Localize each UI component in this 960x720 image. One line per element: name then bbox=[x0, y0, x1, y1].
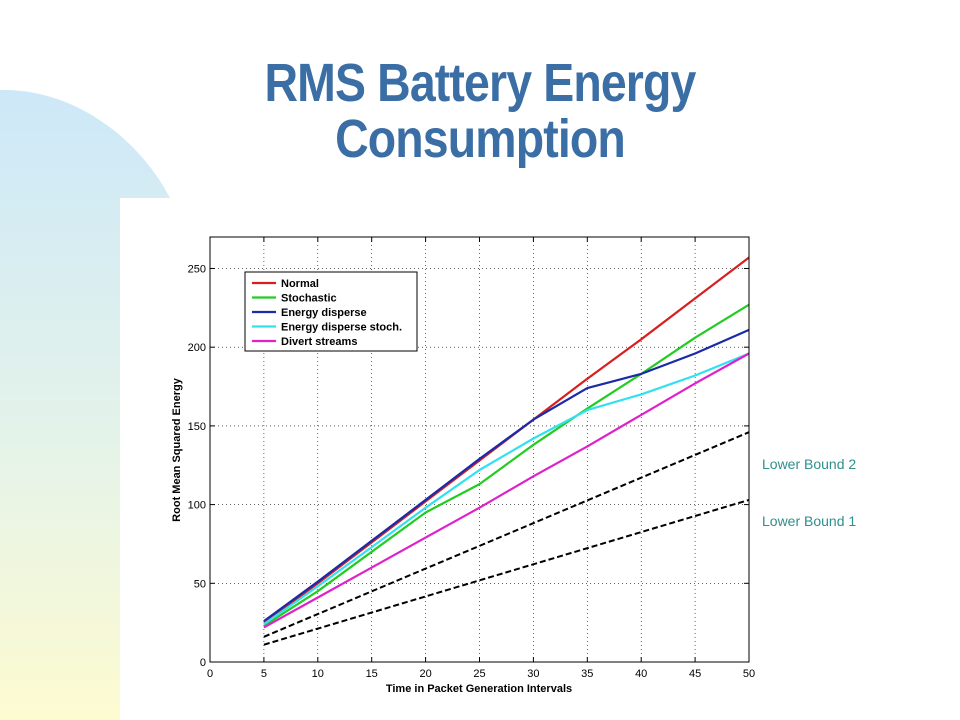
legend-entry-label: Divert streams bbox=[281, 336, 357, 348]
x-tick-label: 0 bbox=[207, 668, 213, 680]
series-lines bbox=[263, 256, 750, 646]
y-tick-label: 100 bbox=[188, 500, 206, 512]
series-line bbox=[263, 303, 750, 627]
lower-bound-line bbox=[263, 498, 750, 646]
x-tick-label: 40 bbox=[635, 668, 647, 680]
x-axis-label: Time in Packet Generation Intervals bbox=[386, 683, 572, 695]
annotation-lower-bound-2: Lower Bound 2 bbox=[762, 456, 857, 472]
title-line-2: Consumption bbox=[335, 109, 626, 169]
series-line bbox=[263, 352, 750, 629]
y-tick-label: 200 bbox=[188, 342, 206, 354]
y-tick-label: 150 bbox=[188, 421, 206, 433]
x-tick-labels: 0 5 10 15 20 25 30 35 40 45 50 bbox=[207, 668, 755, 680]
ticks bbox=[209, 237, 750, 663]
legend-entry-label: Normal bbox=[281, 278, 319, 290]
x-tick-label: 15 bbox=[366, 668, 378, 680]
decor-quarter-circle bbox=[0, 89, 170, 720]
annotation-lower-bound-1: Lower Bound 1 bbox=[762, 513, 857, 529]
grid bbox=[210, 237, 749, 662]
legend-entry-label: Energy disperse stoch. bbox=[281, 322, 402, 334]
x-tick-label: 20 bbox=[419, 668, 431, 680]
legend-entry-label: Stochastic bbox=[281, 293, 337, 305]
y-axis-label: Root Mean Squared Energy bbox=[171, 377, 183, 522]
x-tick-label: 30 bbox=[527, 668, 539, 680]
x-tick-label: 45 bbox=[689, 668, 701, 680]
series-line bbox=[263, 352, 750, 626]
legend-entry-label: Energy disperse bbox=[281, 307, 367, 319]
y-tick-label: 50 bbox=[194, 578, 206, 590]
x-tick-label: 50 bbox=[743, 668, 755, 680]
y-tick-label: 0 bbox=[200, 657, 206, 669]
lower-bound-line bbox=[263, 431, 750, 638]
slide-title: RMS Battery Energy Consumption bbox=[196, 55, 764, 167]
y-tick-label: 250 bbox=[188, 263, 206, 275]
series-line bbox=[263, 328, 750, 622]
legend: Normal Stochastic Energy disperse Energy di… bbox=[244, 271, 418, 352]
x-tick-label: 10 bbox=[312, 668, 324, 680]
x-tick-label: 5 bbox=[261, 668, 267, 680]
y-tick-labels: 0 50 100 150 200 250 bbox=[188, 263, 206, 669]
x-tick-label: 25 bbox=[473, 668, 485, 680]
title-line-1: RMS Battery Energy bbox=[264, 53, 697, 113]
x-tick-label: 35 bbox=[581, 668, 593, 680]
